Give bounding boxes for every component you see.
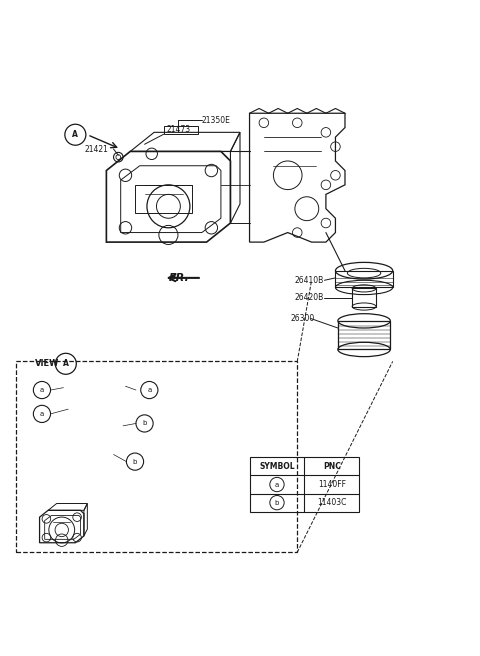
Text: a: a xyxy=(40,411,44,417)
Text: 11403C: 11403C xyxy=(317,498,347,507)
Text: PNC: PNC xyxy=(323,462,341,471)
Bar xyxy=(352,289,376,306)
Text: 26420B: 26420B xyxy=(295,293,324,302)
Text: b: b xyxy=(133,459,137,464)
Text: 26410B: 26410B xyxy=(295,276,324,285)
Bar xyxy=(338,321,390,350)
Bar xyxy=(135,185,192,213)
Text: a: a xyxy=(275,482,279,487)
Text: A: A xyxy=(72,131,78,139)
Bar xyxy=(250,457,360,512)
Bar xyxy=(164,126,198,134)
Text: 1140FF: 1140FF xyxy=(318,480,346,489)
Text: 26300: 26300 xyxy=(290,314,314,323)
Text: 21350E: 21350E xyxy=(202,116,231,125)
Text: 21473: 21473 xyxy=(166,125,190,134)
Text: b: b xyxy=(143,420,147,426)
Text: a: a xyxy=(40,387,44,393)
Text: VIEW: VIEW xyxy=(35,359,59,368)
Text: SYMBOL: SYMBOL xyxy=(259,462,295,471)
Text: A: A xyxy=(63,359,69,368)
Text: FR.: FR. xyxy=(168,273,189,283)
Text: b: b xyxy=(275,500,279,506)
Bar xyxy=(16,361,297,552)
Text: a: a xyxy=(147,387,152,393)
Text: 21421: 21421 xyxy=(85,144,109,154)
Bar xyxy=(336,271,393,287)
